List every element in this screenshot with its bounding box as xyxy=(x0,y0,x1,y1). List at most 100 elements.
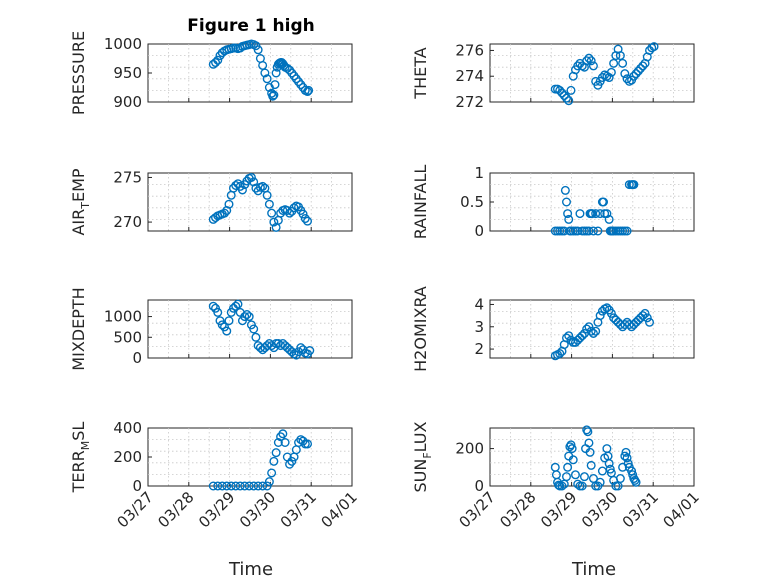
data-point xyxy=(217,481,227,491)
data-point xyxy=(262,481,272,491)
data-point xyxy=(213,55,223,65)
y-axis-label: H2OMIXRA xyxy=(411,286,430,372)
data-point xyxy=(563,209,573,219)
data-point xyxy=(636,63,646,73)
data-point xyxy=(606,308,616,318)
data-point xyxy=(273,438,283,448)
subplot-air-temp: 270 275 AIRTEMP xyxy=(69,168,353,236)
data-point xyxy=(564,214,574,224)
data-point xyxy=(208,481,218,491)
y-tick-label: 276 xyxy=(455,41,484,59)
data-point xyxy=(559,91,569,101)
data-point xyxy=(264,477,274,487)
data-point xyxy=(213,481,223,491)
data-point xyxy=(627,322,637,332)
data-point xyxy=(217,48,227,58)
data-point xyxy=(226,481,236,491)
subplot-theta: 272 274 276 THETA xyxy=(411,41,695,111)
subplot-sun-flux: 020003/2703/2803/2903/3003/3104/01SUNFLU… xyxy=(411,421,703,531)
x-tick-label: 03/28 xyxy=(496,488,539,531)
data-point xyxy=(271,448,281,458)
data-point xyxy=(645,317,655,327)
y-tick-label: 1000 xyxy=(104,35,142,53)
y-tick-label: 274 xyxy=(455,67,484,85)
y-axis-label: MIXDEPTH xyxy=(69,287,88,370)
figure-title: Figure 1 high xyxy=(187,16,315,36)
data-point xyxy=(620,69,630,79)
y-axis-label: RAINFALL xyxy=(411,165,430,240)
data-point xyxy=(570,470,580,480)
data-point xyxy=(583,427,593,437)
data-point xyxy=(287,456,297,466)
data-point xyxy=(267,208,277,218)
data-point xyxy=(566,335,576,345)
data-point xyxy=(211,58,221,68)
data-point xyxy=(282,63,292,73)
data-point xyxy=(262,190,272,200)
data-point xyxy=(586,56,596,66)
data-point xyxy=(582,324,592,334)
x-tick-label: 03/30 xyxy=(236,488,279,531)
data-point xyxy=(300,214,310,224)
data-point xyxy=(271,68,281,78)
data-point xyxy=(575,209,585,219)
data-point xyxy=(246,172,256,182)
data-point xyxy=(231,180,241,190)
y-tick-label: 272 xyxy=(455,93,484,111)
y-tick-label: 2 xyxy=(474,340,484,358)
data-point xyxy=(296,343,306,353)
data-point xyxy=(244,481,254,491)
data-point xyxy=(562,197,572,207)
data-point xyxy=(278,429,288,439)
y-axis-label: PRESSURE xyxy=(69,31,88,115)
data-point xyxy=(563,462,573,472)
data-point xyxy=(622,226,632,236)
data-point xyxy=(280,438,290,448)
data-point xyxy=(636,313,646,323)
data-point xyxy=(604,459,614,469)
data-point xyxy=(258,181,268,191)
data-point xyxy=(222,326,232,336)
data-point xyxy=(573,335,583,345)
data-point xyxy=(585,447,595,457)
subplot-mixdepth: 0 500 1000 MIXDEPTH xyxy=(69,287,353,371)
data-point xyxy=(584,53,594,63)
data-point xyxy=(231,481,241,491)
y-tick-label: 200 xyxy=(455,440,484,458)
y-tick-label: 3 xyxy=(474,318,484,336)
data-point xyxy=(242,310,252,320)
x-tick-label: 03/30 xyxy=(578,488,621,531)
data-point xyxy=(588,61,598,71)
data-point xyxy=(240,481,250,491)
data-point xyxy=(629,180,639,190)
data-point xyxy=(570,337,580,347)
data-point xyxy=(604,73,614,83)
data-point xyxy=(611,315,621,325)
x-axis-label-left: Time xyxy=(228,559,273,580)
data-point xyxy=(584,438,594,448)
data-point xyxy=(213,307,223,317)
data-point xyxy=(557,88,567,98)
x-tick-label: 03/31 xyxy=(277,488,320,531)
subplot-terr-msl: 020040003/2703/2803/2903/3003/3104/01TER… xyxy=(69,419,361,531)
data-point xyxy=(568,455,578,465)
data-point xyxy=(649,42,659,52)
data-point xyxy=(267,468,277,478)
data-point xyxy=(303,87,313,97)
data-point xyxy=(235,481,245,491)
y-tick-label: 200 xyxy=(113,448,142,466)
subplot-pressure: 900 950 1000 PRESSURE xyxy=(69,31,353,115)
data-point xyxy=(217,320,227,330)
data-point xyxy=(219,208,229,218)
data-point xyxy=(573,479,583,489)
data-point xyxy=(577,331,587,341)
data-point xyxy=(262,74,272,84)
y-axis-label: AIRTEMP xyxy=(69,168,92,235)
data-point xyxy=(628,470,638,480)
data-point xyxy=(251,332,261,342)
subplot-h2omixra: 2 3 4 H2OMIXRA xyxy=(411,286,695,372)
data-point xyxy=(633,66,643,76)
data-point xyxy=(562,333,572,343)
